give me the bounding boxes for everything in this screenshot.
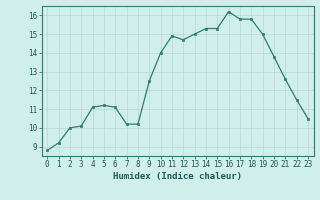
X-axis label: Humidex (Indice chaleur): Humidex (Indice chaleur) xyxy=(113,172,242,181)
